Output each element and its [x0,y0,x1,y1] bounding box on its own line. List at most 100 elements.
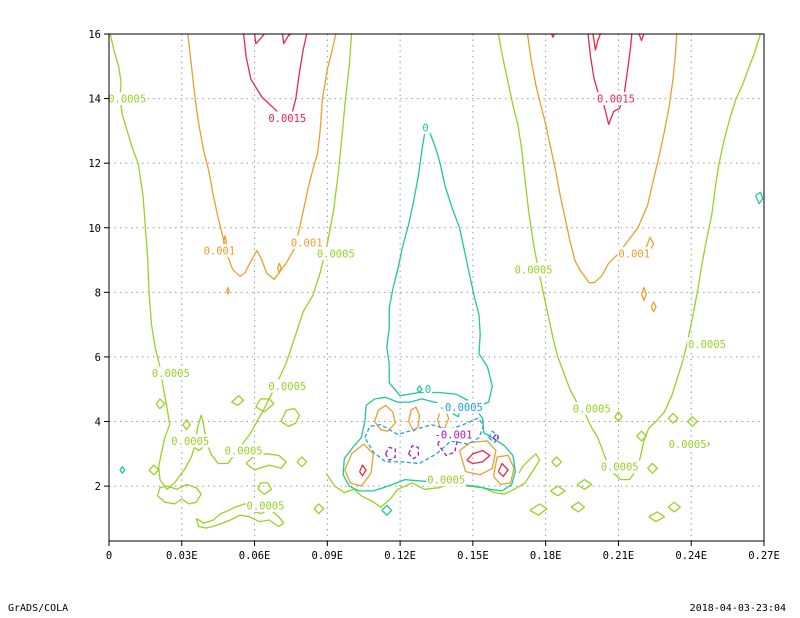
contour-label: 0.0005 [268,381,306,393]
contour-line [416,385,423,394]
contour-label-background [423,382,433,396]
y-tick-label: 6 [95,352,101,364]
y-tick-label: 14 [88,94,101,106]
contour-label: 0.0005 [573,404,611,416]
contour-line [587,33,633,126]
contour-label: 0.0005 [247,500,285,512]
contour-line [342,396,516,492]
contour-line [458,440,497,476]
contour-label: 0.0005 [317,249,355,261]
contour-line [257,482,273,495]
contour-label-background [599,460,640,474]
contour-label: 0 [425,384,431,396]
x-tick-label: 0.12E [384,550,416,562]
contour-level-neg0p0005 [364,417,500,465]
contour-line [526,33,678,284]
contour-line [647,462,658,474]
contour-line [187,33,337,281]
plot-frame [108,33,765,542]
x-tick-label: 0.18E [530,550,562,562]
contour-level-0p001 [187,33,678,487]
contour-label: -0.0005 [439,402,483,414]
contour-label-background [687,337,727,351]
contour-label: 0.0005 [601,462,639,474]
contour-line [488,430,500,444]
contour-line [313,503,325,515]
contour-line [754,191,764,205]
contour-line [551,456,563,468]
contour-label: 0.001 [204,245,236,257]
contour-line [636,430,647,442]
contour-label: 0.0005 [108,94,146,106]
contour-label-background [245,498,286,512]
contour-label: 0.0005 [515,265,553,277]
contour-line [551,33,555,38]
contour-labels: 0.00150.00150.0010.0010.0010.00050.00050… [107,92,727,512]
contour-line [385,446,396,461]
contour-line [359,464,367,477]
contour-label: 0.0005 [225,446,263,458]
contour-label-background [617,247,651,261]
contour-line [155,398,166,410]
contour-line [253,33,265,45]
contour-label: 0.001 [291,237,323,249]
footer-left-text: GrADS/COLA [8,603,69,614]
contour-label: 0.0005 [171,436,209,448]
contour-label: 0.0005 [669,439,707,451]
contour-label: 0.0005 [152,368,190,380]
x-tick-label: 0.24E [675,550,707,562]
contour-line [640,286,647,302]
contour-label-background [223,444,264,458]
contour-line [497,33,762,481]
contour-line [195,503,285,529]
contour-line [156,483,202,505]
contour-line [276,262,282,274]
x-tick-label: 0.09E [312,550,344,562]
contour-label-background [421,121,430,135]
contour-label-background [667,437,708,451]
contour-line [614,411,623,423]
contour-line [648,511,666,523]
contour-line [373,404,396,432]
contour-label-background [267,379,308,393]
footer-right-text: 2018-04-03-23:04 [689,603,786,614]
contour-label-background [426,473,467,487]
contour-label-background [267,111,308,125]
contour-line [437,430,458,457]
contour-line [119,466,126,474]
y-tick-label: 2 [95,481,101,493]
contour-label-background [596,92,636,106]
x-tick-label: 0.06E [239,550,271,562]
x-tick-label: 0.21E [603,550,635,562]
contour-line [570,501,586,513]
contour-line [667,501,681,513]
contour-label: 0.0015 [268,113,306,125]
contour-label: 0.0005 [688,339,726,351]
contour-line [281,33,292,45]
contour-label-background [107,92,148,106]
contour-label-background [315,247,356,261]
y-tick-label: 12 [88,158,101,170]
contour-label-background [289,235,324,249]
contour-line [492,433,500,442]
contour-line [226,286,230,295]
contour-level-neg0p001 [385,430,500,461]
y-tick-label: 4 [95,417,101,429]
contour-line [592,33,601,51]
contour-label-background [513,263,554,277]
contour-label-background [571,402,612,416]
contour-line [638,33,645,42]
contour-line [182,419,191,431]
contour-line [408,445,419,460]
y-tick-label: 16 [88,29,101,41]
contour-line [466,449,491,465]
contour-line [364,417,485,465]
contour-label: 0.0015 [597,94,635,106]
contour-label-background [150,366,191,380]
contour-line [148,464,160,476]
contour-label: 0.0005 [427,475,465,487]
contour-line [650,301,657,313]
contour-line [381,504,393,516]
contour-line [109,33,353,490]
